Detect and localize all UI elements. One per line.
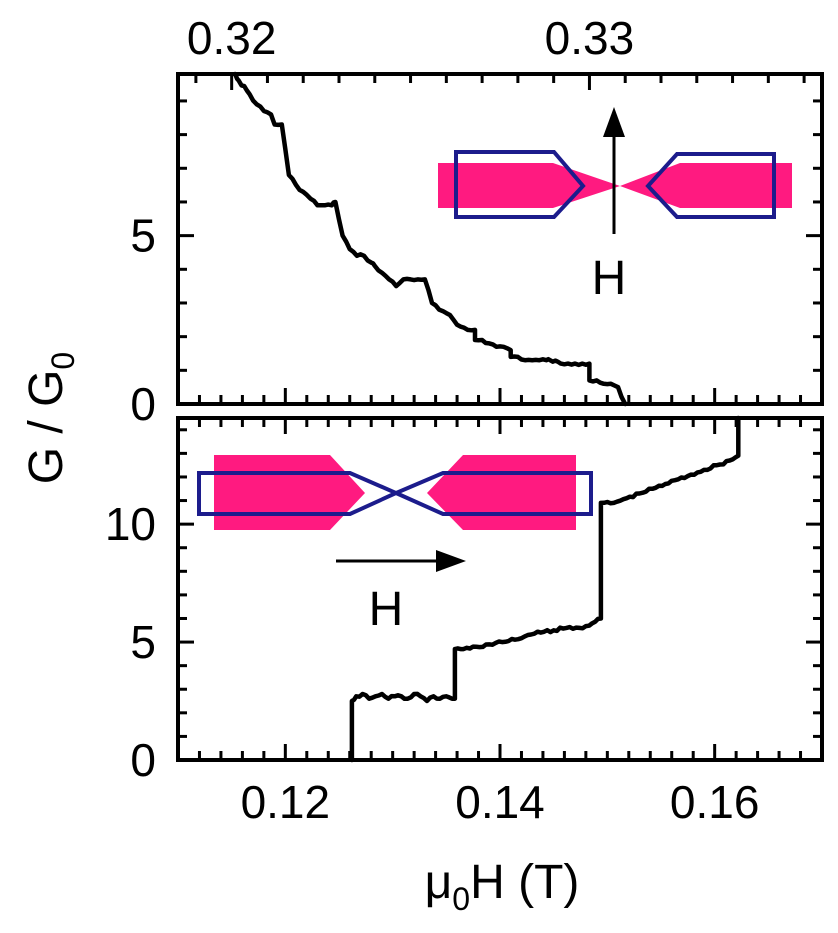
bottom-inset-diagram: H <box>197 455 593 636</box>
bottom-x-tick-label: 0.14 <box>455 776 545 828</box>
top-inset-right-outline <box>645 152 776 219</box>
top-y-tick-label: 0 <box>130 378 156 430</box>
top-inset-left-outline <box>454 150 586 219</box>
bottom-x-tick-label: 0.16 <box>670 776 760 828</box>
bottom-x-tick-label: 0.12 <box>241 776 331 828</box>
bottom-y-tick-label: 5 <box>130 616 156 668</box>
x-axis-title: μ0H (T) <box>425 856 580 917</box>
tick-labels: 0.12 0.14 0.16 0.32 0.33 0 5 0 5 10 <box>105 12 760 828</box>
top-y-tick-label: 5 <box>130 210 156 262</box>
bottom-field-arrow-head <box>436 550 466 572</box>
bottom-inset-right-electrode <box>427 455 576 530</box>
y-axis-subscript: 0 <box>45 352 81 370</box>
top-field-arrow-head <box>603 107 625 137</box>
top-inset-diagram: H <box>438 107 792 305</box>
top-inset-left-electrode <box>438 163 620 208</box>
x-axis-subscript: 0 <box>452 881 470 917</box>
bottom-inset-left-electrode <box>214 455 365 530</box>
bottom-conductance-trace <box>349 415 741 763</box>
top-x-tick-label: 0.33 <box>545 12 635 64</box>
bottom-inset-left-outline <box>197 471 401 516</box>
y-axis-title: G / G0 <box>20 352 81 484</box>
bottom-y-tick-label: 0 <box>130 734 156 786</box>
bottom-field-label: H <box>369 583 404 636</box>
tick-marks <box>178 74 822 762</box>
bottom-inset-right-outline <box>390 471 593 516</box>
top-field-label: H <box>592 252 627 305</box>
top-inset-right-electrode <box>620 163 792 208</box>
top-x-tick-label: 0.32 <box>187 12 277 64</box>
bottom-y-tick-label: 10 <box>105 498 156 550</box>
top-conductance-trace <box>232 71 628 407</box>
